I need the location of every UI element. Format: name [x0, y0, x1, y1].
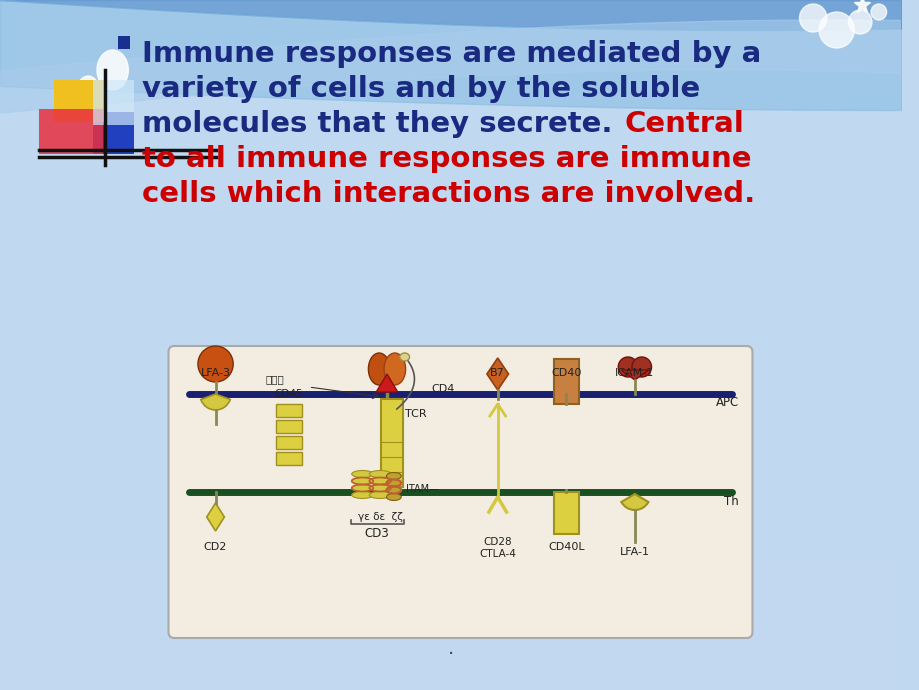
Ellipse shape	[368, 353, 390, 385]
Text: variety of cells and by the soluble: variety of cells and by the soluble	[142, 75, 699, 103]
Circle shape	[799, 4, 826, 32]
Ellipse shape	[369, 471, 391, 477]
Ellipse shape	[386, 473, 401, 480]
Circle shape	[198, 346, 233, 382]
Text: LFA-3: LFA-3	[200, 368, 231, 378]
Ellipse shape	[77, 76, 99, 104]
Text: MHC: MHC	[374, 368, 400, 378]
Polygon shape	[376, 374, 397, 392]
Text: CD2: CD2	[204, 542, 227, 552]
Bar	[118, 36, 130, 49]
Bar	[276, 420, 301, 433]
Bar	[0, 418, 901, 452]
Bar	[0, 588, 901, 622]
Text: γε δε  ζζ: γε δε ζζ	[357, 512, 402, 522]
Bar	[0, 350, 901, 384]
Ellipse shape	[383, 353, 405, 385]
Ellipse shape	[351, 471, 373, 477]
Bar	[0, 486, 901, 520]
Bar	[0, 78, 901, 112]
Ellipse shape	[60, 86, 74, 104]
Ellipse shape	[351, 477, 373, 484]
Bar	[276, 452, 301, 465]
Bar	[0, 180, 901, 214]
Circle shape	[847, 10, 871, 34]
Ellipse shape	[400, 353, 409, 361]
Text: CD40L: CD40L	[548, 542, 584, 552]
Bar	[0, 452, 901, 486]
Text: TCR: TCR	[404, 409, 425, 419]
Bar	[54, 80, 105, 122]
Polygon shape	[207, 503, 224, 531]
FancyBboxPatch shape	[168, 346, 752, 638]
Ellipse shape	[386, 493, 401, 500]
Text: Th: Th	[723, 495, 738, 508]
Text: molecules that they secrete.: molecules that they secrete.	[142, 110, 612, 138]
Ellipse shape	[351, 491, 373, 498]
Ellipse shape	[351, 484, 373, 491]
Bar	[40, 109, 103, 154]
Bar	[0, 112, 901, 146]
Bar	[0, 316, 901, 350]
Ellipse shape	[369, 477, 391, 484]
Text: Central: Central	[623, 110, 743, 138]
Text: LFA-1: LFA-1	[619, 547, 649, 557]
Polygon shape	[620, 370, 648, 380]
Ellipse shape	[369, 484, 391, 491]
Text: CD40: CD40	[550, 368, 581, 378]
Wedge shape	[200, 394, 230, 410]
Text: Immune responses are mediated by a: Immune responses are mediated by a	[142, 40, 761, 68]
Ellipse shape	[386, 480, 401, 486]
Text: CD3: CD3	[365, 527, 389, 540]
Bar	[0, 214, 901, 248]
Bar	[0, 44, 901, 78]
Text: CD28
CTLA-4: CD28 CTLA-4	[479, 537, 516, 559]
Bar	[553, 492, 578, 534]
Text: CD45: CD45	[275, 389, 303, 399]
Text: ICAM-1: ICAM-1	[615, 368, 653, 378]
Circle shape	[818, 12, 854, 48]
Bar	[93, 80, 134, 125]
Bar	[276, 404, 301, 417]
Text: cells which interactions are involved.: cells which interactions are involved.	[142, 180, 754, 208]
Text: ITAM―: ITAM―	[405, 484, 438, 494]
Text: 抗原能: 抗原能	[265, 374, 284, 384]
Text: to all immune responses are immune: to all immune responses are immune	[142, 145, 751, 173]
Bar	[0, 656, 901, 690]
Bar	[0, 554, 901, 588]
Circle shape	[618, 357, 637, 377]
Bar	[0, 10, 901, 44]
Text: .: .	[447, 638, 453, 658]
Bar	[276, 436, 301, 449]
Ellipse shape	[386, 486, 401, 493]
Bar	[0, 146, 901, 180]
Bar	[553, 359, 578, 404]
Bar	[0, 248, 901, 282]
Ellipse shape	[369, 491, 391, 498]
Text: CD4: CD4	[431, 384, 454, 394]
Bar	[0, 622, 901, 656]
Bar	[0, 520, 901, 554]
Bar	[0, 384, 901, 418]
Circle shape	[870, 4, 886, 20]
Text: B7: B7	[490, 368, 505, 378]
Polygon shape	[486, 358, 508, 390]
Bar	[93, 112, 134, 154]
Ellipse shape	[96, 50, 129, 90]
Circle shape	[631, 357, 651, 377]
Text: APC: APC	[715, 396, 738, 409]
Wedge shape	[620, 494, 648, 510]
Bar	[380, 399, 403, 487]
Bar	[0, 282, 901, 316]
